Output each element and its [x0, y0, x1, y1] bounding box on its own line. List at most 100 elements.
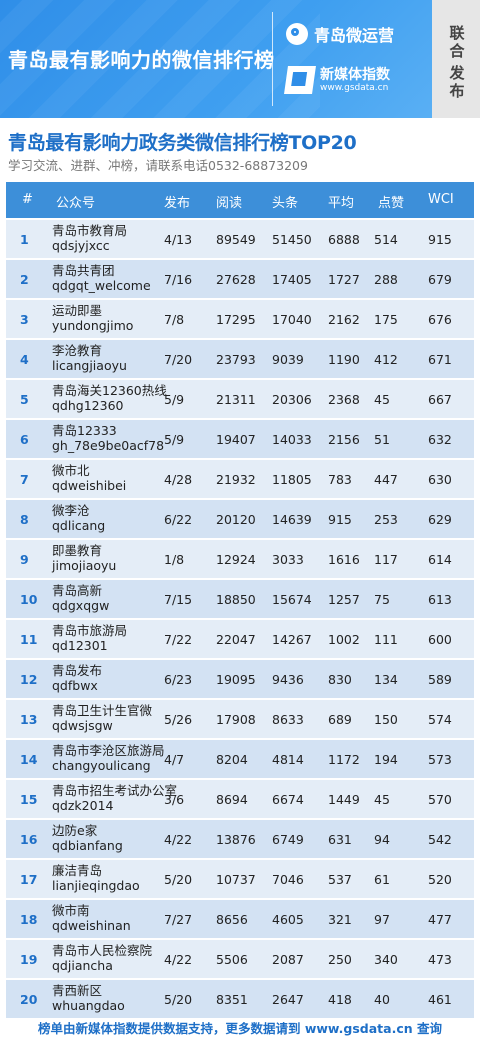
row-publish: 4/22: [164, 832, 193, 847]
table-body: 1 青岛市教育局 qdsjyjxcc 4/13 89549 51450 6888 514 915…: [6, 220, 474, 1020]
row-read: 19095: [216, 672, 256, 687]
account-id: qdgxqgw: [52, 598, 110, 613]
row-headline: 20306: [272, 392, 312, 407]
row-read: 19407: [216, 432, 256, 447]
row-read: 27628: [216, 272, 256, 287]
row-account: 微李沧 qdlicang: [52, 503, 105, 533]
account-id: qdfbwx: [52, 678, 98, 693]
row-rank: 7: [20, 472, 29, 487]
row-like: 117: [374, 552, 398, 567]
row-publish: 4/22: [164, 952, 193, 967]
row-publish: 7/8: [164, 312, 185, 327]
header-banner: 青岛最有影响力的微信排行榜 青岛微运营 新媒体指数 www.gsdata.cn …: [0, 0, 480, 118]
row-rank: 17: [20, 872, 38, 887]
row-average: 830: [328, 672, 352, 687]
row-wci: 915: [428, 232, 452, 247]
row-publish: 5/20: [164, 992, 193, 1007]
row-publish: 5/20: [164, 872, 193, 887]
account-id: gh_78e9be0acf78: [52, 438, 165, 453]
table-row: 19 青岛市人民检察院 qdjiancha 4/22 5506 2087 250 340 473: [6, 940, 474, 978]
joint-publish-char: 发: [449, 64, 465, 82]
row-account: 青岛发布 qdfbwx: [52, 663, 102, 693]
account-name: 青岛市教育局: [52, 223, 128, 238]
row-average: 1172: [328, 752, 360, 767]
row-wci: 614: [428, 552, 452, 567]
row-rank: 1: [20, 232, 29, 247]
col-publish: 发布: [164, 196, 191, 211]
account-id: whuangdao: [52, 998, 125, 1013]
row-headline: 9039: [272, 352, 304, 367]
row-account: 青岛市旅游局 qd12301: [52, 623, 127, 653]
account-name: 微李沧: [52, 503, 90, 518]
col-wci: WCI: [428, 192, 454, 207]
row-account: 运动即墨 yundongjimo: [52, 303, 133, 333]
account-id: qdlicang: [52, 518, 106, 533]
account-id: qdsjyjxcc: [52, 238, 110, 253]
row-headline: 6674: [272, 792, 304, 807]
account-name: 青岛共青团: [52, 263, 115, 278]
col-rank: #: [22, 192, 33, 207]
row-rank: 11: [20, 632, 38, 647]
row-headline: 15674: [272, 592, 312, 607]
row-average: 689: [328, 712, 352, 727]
row-like: 61: [374, 872, 390, 887]
account-name: 青西新区: [52, 983, 103, 998]
table-row: 5 青岛海关12360热线 qdhg12360 5/9 21311 20306 2368 45…: [6, 380, 474, 418]
row-like: 111: [374, 632, 398, 647]
row-account: 青岛市教育局 qdsjyjxcc: [52, 223, 127, 253]
row-wci: 573: [428, 752, 452, 767]
row-like: 340: [374, 952, 398, 967]
account-id: qd12301: [52, 638, 108, 653]
account-name: 青岛卫生计生官微: [52, 703, 153, 718]
row-wci: 667: [428, 392, 452, 407]
row-wci: 570: [428, 792, 452, 807]
account-id: qdgqt_welcome: [52, 278, 151, 293]
row-rank: 19: [20, 952, 38, 967]
account-id: qdweishibei: [52, 478, 127, 493]
account-name: 微市南: [52, 903, 90, 918]
row-read: 8656: [216, 912, 248, 927]
row-like: 175: [374, 312, 398, 327]
row-publish: 5/9: [164, 432, 185, 447]
row-average: 2162: [328, 312, 360, 327]
account-id: yundongjimo: [52, 318, 134, 333]
row-read: 17908: [216, 712, 256, 727]
row-account: 青岛海关12360热线 qdhg12360: [52, 383, 167, 413]
gsdata-logo-icon: [284, 66, 316, 94]
row-read: 17295: [216, 312, 256, 327]
row-rank: 2: [20, 272, 29, 287]
row-read: 89549: [216, 232, 256, 247]
account-name: 青岛高新: [52, 583, 103, 598]
row-like: 288: [374, 272, 398, 287]
joint-publish-tag: 联 合 发 布: [432, 0, 480, 118]
row-publish: 3/6: [164, 792, 185, 807]
row-read: 8204: [216, 752, 248, 767]
table-row: 20 青西新区 whuangdao 5/20 8351 2647 418 40 461: [6, 980, 474, 1018]
row-wci: 477: [428, 912, 452, 927]
account-id: qdjiancha: [52, 958, 113, 973]
row-headline: 17405: [272, 272, 312, 287]
row-like: 134: [374, 672, 398, 687]
row-account: 即墨教育 jimojiaoyu: [52, 543, 116, 573]
row-average: 1449: [328, 792, 360, 807]
account-name: 青岛市李沧区旅游局: [52, 743, 165, 758]
row-read: 20120: [216, 512, 256, 527]
row-account: 青岛市招生考试办公室 qdzk2014: [52, 783, 177, 813]
brand-qingdao-weiyunying: 青岛微运营: [286, 22, 394, 46]
row-rank: 5: [20, 392, 29, 407]
account-name: 青岛发布: [52, 663, 103, 678]
row-rank: 18: [20, 912, 38, 927]
row-headline: 51450: [272, 232, 312, 247]
row-read: 21311: [216, 392, 256, 407]
weiyunying-logo-icon: [286, 23, 308, 45]
row-like: 412: [374, 352, 398, 367]
brand-top-name: 青岛微运营: [314, 26, 395, 45]
account-name: 青岛市旅游局: [52, 623, 128, 638]
row-publish: 7/20: [164, 352, 193, 367]
table-row: 17 廉洁青岛 lianjieqingdao 5/20 10737 7046 537 61 52…: [6, 860, 474, 898]
account-name: 微市北: [52, 463, 90, 478]
row-account: 边防e家 qdbianfang: [52, 823, 123, 853]
table-row: 14 青岛市李沧区旅游局 changyoulicang 4/7 8204 4814 1172…: [6, 740, 474, 778]
row-like: 253: [374, 512, 398, 527]
row-like: 447: [374, 472, 398, 487]
